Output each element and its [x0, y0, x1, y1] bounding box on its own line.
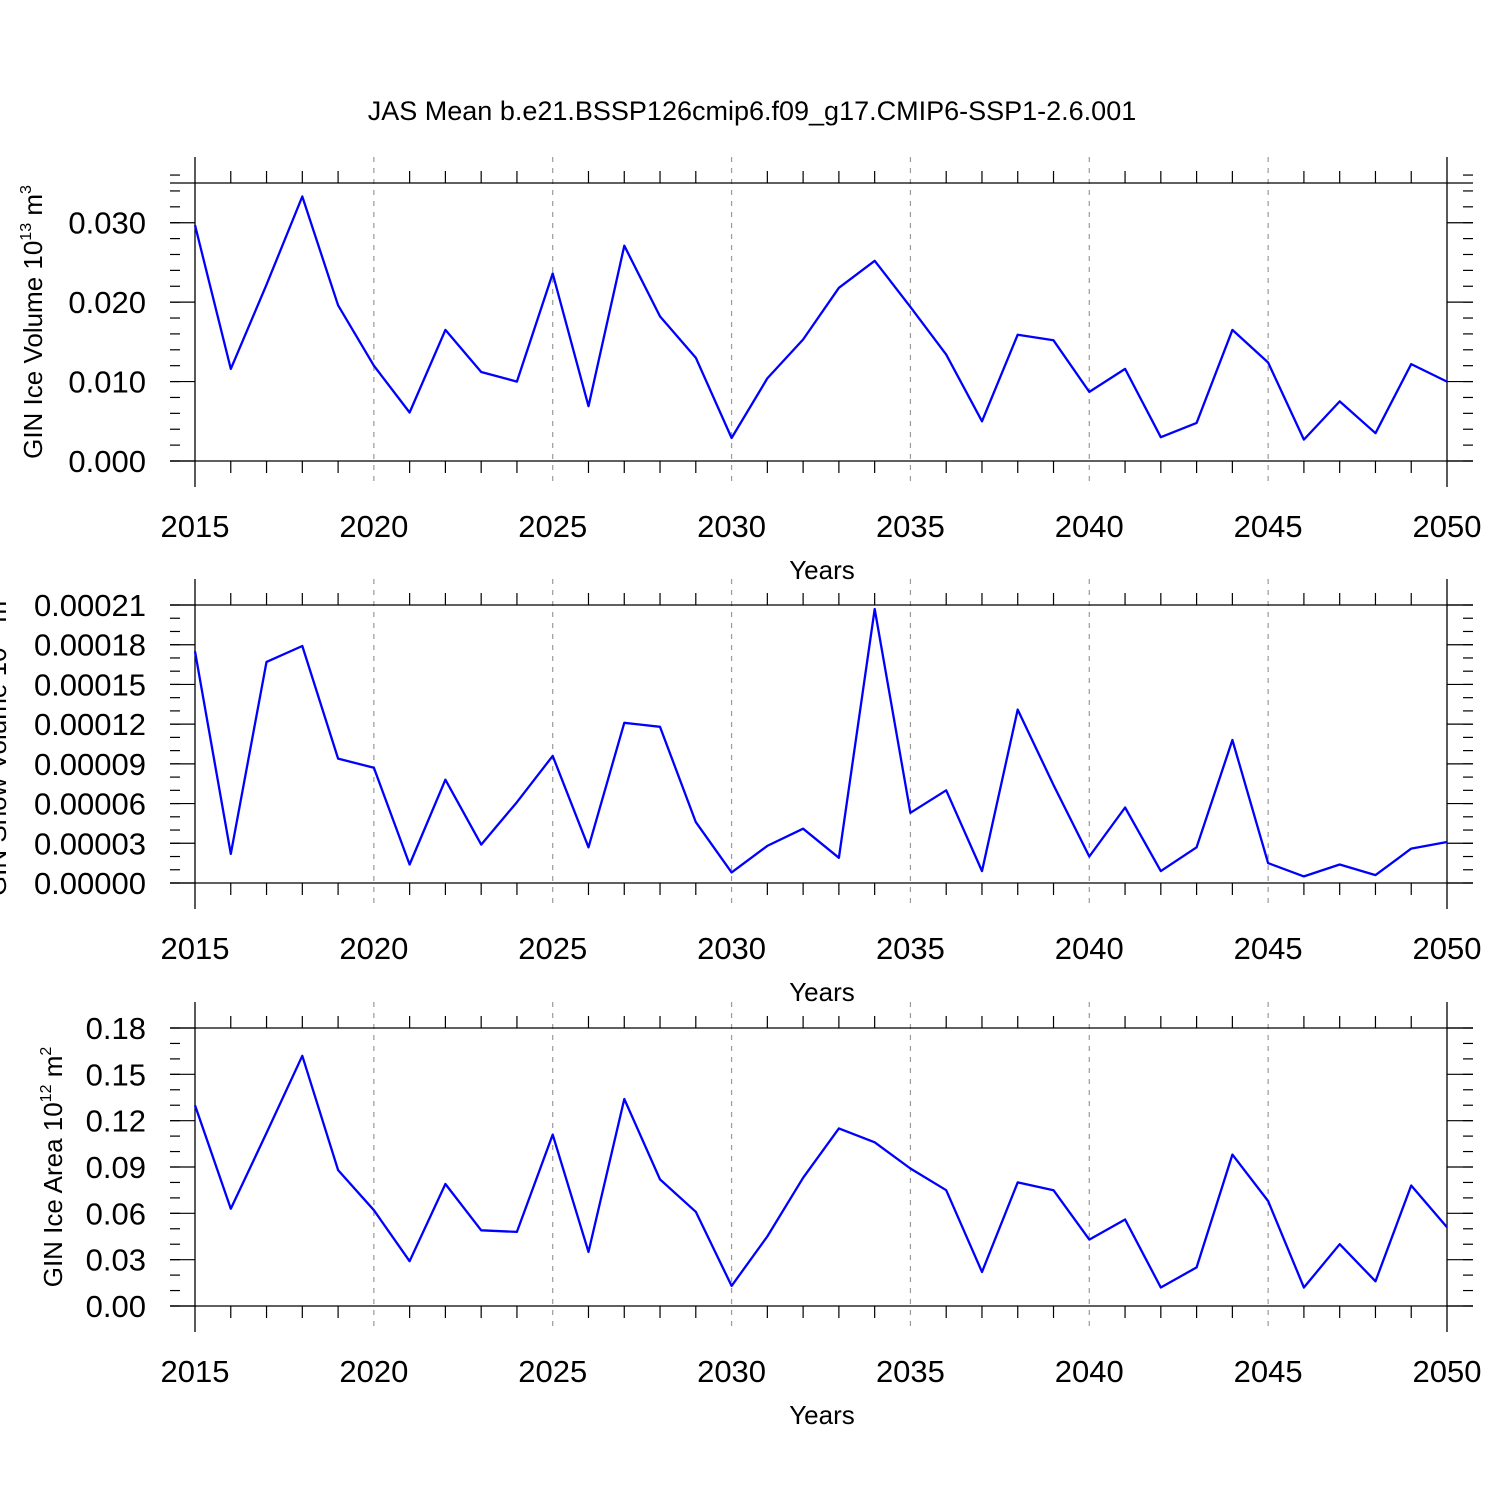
- y-tick-label: 0.030: [68, 206, 146, 241]
- y-axis-title-part: m: [0, 601, 12, 630]
- y-tick-label: 0.00012: [34, 707, 146, 742]
- x-tick-label: 2045: [1234, 509, 1303, 544]
- x-axis-title: Years: [789, 977, 855, 1007]
- y-tick-label: 0.010: [68, 365, 146, 400]
- y-tick-label: 0.00018: [34, 628, 146, 663]
- x-tick-label: 2020: [339, 931, 408, 966]
- y-tick-label: 0.020: [68, 285, 146, 320]
- y-tick-label: 0.00000: [34, 866, 146, 901]
- series-line: [193, 607, 1448, 878]
- y-tick-label: 0.000: [68, 444, 146, 479]
- x-tick-label: 2025: [518, 931, 587, 966]
- x-tick-label: 2040: [1055, 509, 1124, 544]
- x-tick-label: 2050: [1413, 931, 1482, 966]
- x-tick-label: 2020: [339, 509, 408, 544]
- x-tick-label: 2020: [339, 1354, 408, 1389]
- y-tick-label: 0.12: [86, 1104, 146, 1139]
- x-tick-label: 2015: [161, 931, 230, 966]
- y-axis-title-part: GIN Snow Volume 10: [0, 648, 12, 897]
- y-tick-label: 0.06: [86, 1196, 146, 1231]
- y-tick-label: 0.00021: [34, 588, 146, 623]
- x-tick-label: 2050: [1413, 1354, 1482, 1389]
- x-tick-label: 2040: [1055, 1354, 1124, 1389]
- y-axis-title: GIN Snow Volume 1013 m3: [0, 592, 12, 896]
- x-tick-label: 2025: [518, 509, 587, 544]
- y-axis-title-part: m: [18, 194, 48, 223]
- y-tick-label: 0.09: [86, 1150, 146, 1185]
- y-axis-title-superscript: 3: [18, 185, 35, 194]
- y-tick-label: 0.00: [86, 1289, 146, 1324]
- x-tick-label: 2015: [161, 509, 230, 544]
- y-tick-label: 0.03: [86, 1243, 146, 1278]
- y-tick-label: 0.00006: [34, 787, 146, 822]
- y-axis-title-superscript: 12: [38, 1084, 55, 1102]
- y-axis-title-superscript: 2: [38, 1047, 55, 1056]
- y-axis-title: GIN Ice Volume 1013 m3: [18, 185, 48, 459]
- y-tick-label: 0.15: [86, 1057, 146, 1092]
- x-tick-label: 2045: [1234, 931, 1303, 966]
- x-tick-label: 2045: [1234, 1354, 1303, 1389]
- x-tick-label: 2050: [1413, 509, 1482, 544]
- y-tick-label: 0.00003: [34, 826, 146, 861]
- panel-2: 2015 2020 2025 2030 2035 2040 2045 2050 0.00000 0…: [0, 579, 1481, 1007]
- y-tick-label: 0.00015: [34, 667, 146, 702]
- series-line: [193, 195, 1448, 441]
- x-tick-label: 2040: [1055, 931, 1124, 966]
- y-tick-label: 0.00009: [34, 747, 146, 782]
- y-axis-title-superscript: 13: [18, 223, 35, 241]
- y-axis-title-part: GIN Ice Area 10: [38, 1102, 68, 1287]
- x-tick-label: 2030: [697, 931, 766, 966]
- x-tick-label: 2025: [518, 1354, 587, 1389]
- y-tick-label: 0.18: [86, 1011, 146, 1046]
- x-axis-title: Years: [789, 555, 855, 585]
- x-tick-label: 2015: [161, 1354, 230, 1389]
- chart-title: JAS Mean b.e21.BSSP126cmip6.f09_g17.CMIP…: [368, 96, 1136, 126]
- series-line: [193, 1054, 1448, 1289]
- x-tick-label: 2030: [697, 509, 766, 544]
- x-tick-label: 2035: [876, 509, 945, 544]
- x-tick-label: 2035: [876, 931, 945, 966]
- x-tick-label: 2035: [876, 1354, 945, 1389]
- panel-3: 2015 2020 2025 2030 2035 2040 2045 2050 0.00 0.03…: [38, 1002, 1481, 1430]
- x-axis-title: Years: [789, 1400, 855, 1430]
- y-axis-title-part: GIN Ice Volume 10: [18, 241, 48, 459]
- y-axis-title: GIN Ice Area 1012 m2: [38, 1047, 68, 1288]
- y-axis-title-part: m: [38, 1056, 68, 1085]
- x-tick-label: 2030: [697, 1354, 766, 1389]
- panel-1: 2015 2020 2025 2030 2035 2040 2045 2050 0.000 0.0…: [18, 157, 1481, 585]
